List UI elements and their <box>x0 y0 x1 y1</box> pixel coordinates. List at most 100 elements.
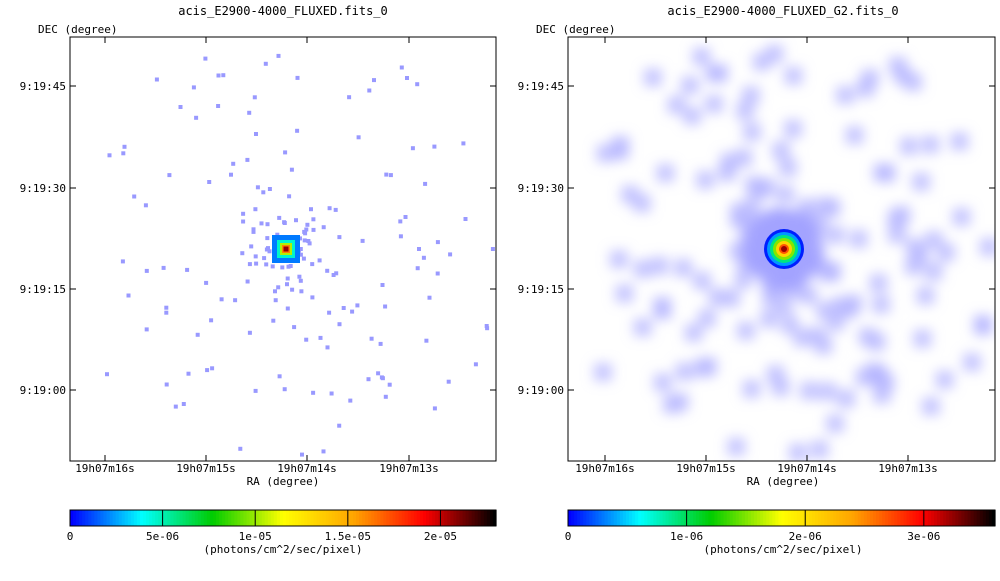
photon-pixel <box>311 390 316 395</box>
smoothed-blob <box>675 362 694 381</box>
smoothed-blob <box>867 332 886 351</box>
photon-pixel <box>302 229 307 234</box>
colorbar-cell <box>927 510 932 526</box>
colorbar-cell <box>362 510 366 526</box>
colorbar-cell <box>149 510 153 526</box>
photon-pixel <box>337 235 342 240</box>
colorbar-cell <box>209 510 214 526</box>
photon-pixel <box>446 379 451 384</box>
colorbar-cell <box>112 510 117 526</box>
photon-pixel <box>247 330 252 335</box>
x-tick-label: 19h07m14s <box>277 462 337 475</box>
photon-pixel <box>307 241 312 246</box>
colorbar-cell <box>967 510 972 526</box>
colorbar-cell <box>401 510 406 526</box>
photon-pixel <box>427 295 432 300</box>
colorbar-cell <box>622 510 627 526</box>
photon-pixel <box>270 264 275 269</box>
colorbar-cell <box>812 510 816 526</box>
photon-pixel <box>304 227 309 232</box>
colorbar-cell <box>213 510 217 526</box>
smoothed-blob <box>776 185 795 204</box>
colorbar-cell <box>708 510 712 526</box>
colorbar-cell <box>940 510 944 526</box>
colorbar-cell <box>949 510 953 526</box>
colorbar-cell <box>167 510 172 526</box>
smoothed-blob <box>718 163 736 182</box>
colorbar-cell <box>897 510 902 526</box>
colorbar-cell <box>934 510 938 526</box>
colorbar-cell <box>571 510 575 526</box>
photon-pixel <box>398 234 403 239</box>
colorbar-cell <box>200 510 205 526</box>
photon-pixel <box>275 232 280 237</box>
photon-pixel <box>387 382 392 387</box>
colorbar-cell <box>82 510 86 526</box>
colorbar-cell <box>136 510 141 526</box>
colorbar-cell <box>91 510 95 526</box>
colorbar-cell <box>577 510 581 526</box>
plot-frame <box>69 36 497 462</box>
colorbar-cell <box>486 510 491 526</box>
colorbar-cell <box>240 510 245 526</box>
colorbar-cell <box>492 510 497 526</box>
colorbar-cell <box>97 510 102 526</box>
colorbar-cell <box>432 510 436 526</box>
smoothed-blob <box>736 321 755 340</box>
smoothed-blob <box>742 198 761 217</box>
photon-pixel <box>245 279 250 284</box>
source-core <box>272 235 300 263</box>
photon-pixel <box>265 236 270 241</box>
colorbar-cell <box>462 510 467 526</box>
photon-pixel <box>285 276 290 281</box>
smoothed-blob <box>680 76 699 95</box>
colorbar-cell <box>352 510 357 526</box>
colorbar-cell <box>696 510 700 526</box>
photon-pixel <box>298 278 303 283</box>
colorbar-cell <box>616 510 621 526</box>
colorbar-cell <box>356 510 360 526</box>
photon-pixel <box>285 282 289 287</box>
colorbar-cell <box>447 510 451 526</box>
photon-pixel <box>321 449 326 454</box>
photon-pixel <box>143 203 148 208</box>
colorbar-cell <box>635 510 639 526</box>
colorbar-cell <box>610 510 615 526</box>
colorbar-cell <box>377 510 381 526</box>
colorbar-cell <box>216 510 220 526</box>
colorbar-cell <box>143 510 147 526</box>
colorbar-cell <box>124 510 129 526</box>
colorbar-cell <box>943 510 947 526</box>
photon-pixel <box>276 285 281 290</box>
colorbar-cell <box>170 510 175 526</box>
colorbar-label: (photons/cm^2/sec/pixel) <box>204 543 363 556</box>
colorbar-cell <box>656 510 661 526</box>
colorbar-cell <box>109 510 114 526</box>
colorbar-cell <box>298 510 302 526</box>
photon-pixel <box>210 366 215 371</box>
smoothed-blob <box>705 64 724 83</box>
y-tick-label: 9:19:15 <box>20 283 66 296</box>
colorbar-cell <box>863 510 868 526</box>
colorbar-cell <box>787 510 792 526</box>
photon-pixel <box>331 273 336 277</box>
colorbar-cell <box>426 510 430 526</box>
colorbar-cell <box>164 510 168 526</box>
photon-pixel <box>273 298 278 303</box>
photon-pixel <box>107 153 112 158</box>
colorbar-cell <box>441 510 445 526</box>
plot-frame <box>567 36 996 462</box>
colorbar-cell <box>383 510 388 526</box>
colorbar-cell <box>243 510 248 526</box>
colorbar-cell <box>422 510 427 526</box>
photon-pixel <box>221 73 226 78</box>
colorbar-cell <box>982 510 987 526</box>
smoothed-blob <box>872 385 891 404</box>
photon-pixel <box>105 372 109 377</box>
photon-pixel <box>247 262 252 267</box>
colorbar-cell <box>860 510 865 526</box>
photon-pixel <box>417 247 421 251</box>
photon-pixel <box>245 157 250 162</box>
colorbar-cell <box>888 510 892 526</box>
